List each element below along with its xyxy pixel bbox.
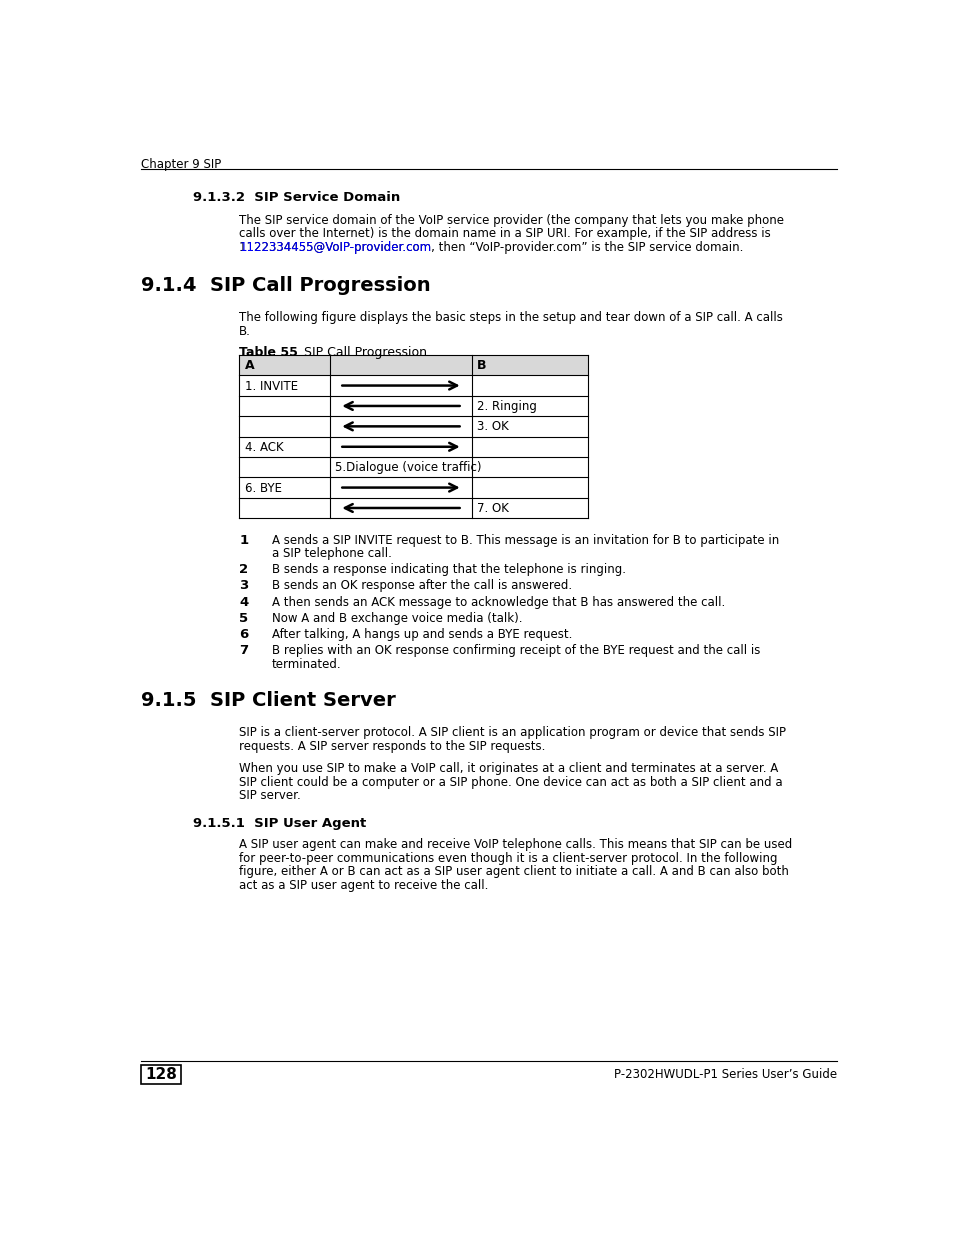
Text: A SIP user agent can make and receive VoIP telephone calls. This means that SIP : A SIP user agent can make and receive Vo… xyxy=(239,839,792,851)
Text: 7: 7 xyxy=(239,645,248,657)
Text: 1. INVITE: 1. INVITE xyxy=(245,379,297,393)
Text: 3. OK: 3. OK xyxy=(476,420,509,433)
Text: B.: B. xyxy=(239,325,251,337)
Text: A then sends an ACK message to acknowledge that B has answered the call.: A then sends an ACK message to acknowled… xyxy=(272,595,724,609)
Text: 1: 1 xyxy=(239,534,248,547)
Text: B sends an OK response after the call is answered.: B sends an OK response after the call is… xyxy=(272,579,572,593)
Text: 6. BYE: 6. BYE xyxy=(245,482,281,494)
Text: 1122334455@VoIP-provider.com, then “VoIP-provider.com” is the SIP service domain: 1122334455@VoIP-provider.com, then “VoIP… xyxy=(239,241,743,253)
Text: a SIP telephone call.: a SIP telephone call. xyxy=(272,547,392,559)
Text: B sends a response indicating that the telephone is ringing.: B sends a response indicating that the t… xyxy=(272,563,625,577)
Text: 6: 6 xyxy=(239,627,249,641)
Text: for peer-to-peer communications even though it is a client-server protocol. In t: for peer-to-peer communications even tho… xyxy=(239,852,777,864)
Text: SIP is a client-server protocol. A SIP client is an application program or devic: SIP is a client-server protocol. A SIP c… xyxy=(239,726,785,739)
Text: act as a SIP user agent to receive the call.: act as a SIP user agent to receive the c… xyxy=(239,878,488,892)
Text: 1122334455@VoIP-provider.com: 1122334455@VoIP-provider.com xyxy=(239,241,431,253)
Text: A sends a SIP INVITE request to B. This message is an invitation for B to partic: A sends a SIP INVITE request to B. This … xyxy=(272,534,779,547)
Text: 3: 3 xyxy=(239,579,249,593)
Text: 2. Ringing: 2. Ringing xyxy=(476,400,537,412)
Text: 9.1.3.2  SIP Service Domain: 9.1.3.2 SIP Service Domain xyxy=(193,190,399,204)
Bar xyxy=(141,1065,181,1084)
Text: 9.1.5.1  SIP User Agent: 9.1.5.1 SIP User Agent xyxy=(193,816,366,830)
Text: Table 55: Table 55 xyxy=(239,346,298,358)
Text: P-2302HWUDL-P1 Series User’s Guide: P-2302HWUDL-P1 Series User’s Guide xyxy=(613,1067,836,1081)
Text: B replies with an OK response confirming receipt of the BYE request and the call: B replies with an OK response confirming… xyxy=(272,645,760,657)
Text: The SIP service domain of the VoIP service provider (the company that lets you m: The SIP service domain of the VoIP servi… xyxy=(239,214,783,227)
Text: 5: 5 xyxy=(239,611,248,625)
Text: Chapter 9 SIP: Chapter 9 SIP xyxy=(141,158,221,172)
Text: 2: 2 xyxy=(239,563,248,577)
Text: The following figure displays the basic steps in the setup and tear down of a SI: The following figure displays the basic … xyxy=(239,311,782,324)
Text: 7. OK: 7. OK xyxy=(476,501,509,515)
Text: 4. ACK: 4. ACK xyxy=(245,441,283,453)
Text: SIP Call Progression: SIP Call Progression xyxy=(292,346,427,358)
Text: SIP server.: SIP server. xyxy=(239,789,301,803)
Text: 9.1.4  SIP Call Progression: 9.1.4 SIP Call Progression xyxy=(141,275,430,295)
Text: 4: 4 xyxy=(239,595,249,609)
Text: B: B xyxy=(476,359,486,372)
Text: terminated.: terminated. xyxy=(272,657,341,671)
Text: SIP client could be a computer or a SIP phone. One device can act as both a SIP : SIP client could be a computer or a SIP … xyxy=(239,776,782,789)
Text: A: A xyxy=(245,359,254,372)
Text: requests. A SIP server responds to the SIP requests.: requests. A SIP server responds to the S… xyxy=(239,740,545,752)
Text: 9.1.5  SIP Client Server: 9.1.5 SIP Client Server xyxy=(141,690,395,710)
Text: After talking, A hangs up and sends a BYE request.: After talking, A hangs up and sends a BY… xyxy=(272,627,572,641)
Text: Now A and B exchange voice media (talk).: Now A and B exchange voice media (talk). xyxy=(272,611,522,625)
Text: 128: 128 xyxy=(145,1067,177,1082)
Text: calls over the Internet) is the domain name in a SIP URI. For example, if the SI: calls over the Internet) is the domain n… xyxy=(239,227,770,240)
Bar xyxy=(239,354,587,375)
Text: When you use SIP to make a VoIP call, it originates at a client and terminates a: When you use SIP to make a VoIP call, it… xyxy=(239,762,778,776)
Text: figure, either A or B can act as a SIP user agent client to initiate a call. A a: figure, either A or B can act as a SIP u… xyxy=(239,864,788,878)
Text: 5.Dialogue (voice traffic): 5.Dialogue (voice traffic) xyxy=(335,461,481,474)
